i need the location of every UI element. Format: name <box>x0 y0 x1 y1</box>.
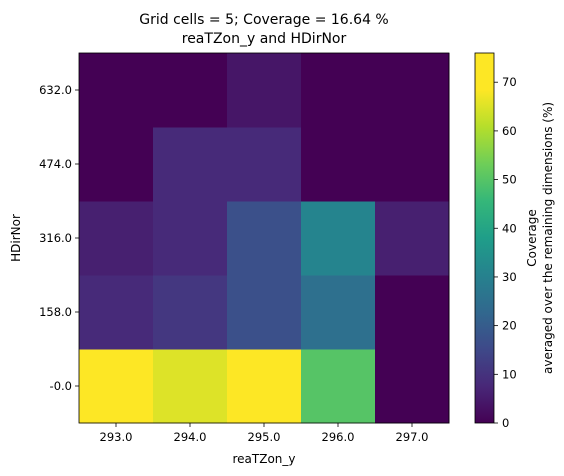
heatmap-cell <box>375 127 450 202</box>
x-tick-label: 297.0 <box>396 430 429 444</box>
heatmap-cell <box>375 53 450 128</box>
heatmap-cell <box>153 201 228 276</box>
heatmap-cell <box>227 201 302 276</box>
heatmap-cell <box>301 349 376 424</box>
colorbar-tick-label: 20 <box>502 319 517 333</box>
x-axis: 293.0 294.0 295.0 296.0 297.0 <box>100 423 429 444</box>
colorbar-label-line2: averaged over the remaining dimensions (… <box>541 102 555 374</box>
colorbar-label-line1: Coverage <box>525 209 539 267</box>
colorbar-tick-label: 30 <box>502 270 517 284</box>
heatmap-cell <box>375 275 450 350</box>
y-tick-label: 316.0 <box>39 231 72 245</box>
heatmap-cell <box>153 53 228 128</box>
chart-subtitle: reaTZon_y and HDirNor <box>182 31 347 47</box>
y-tick-label: 158.0 <box>39 305 72 319</box>
y-tick-label: -0.0 <box>50 379 72 393</box>
colorbar-tick-label: 70 <box>502 75 517 89</box>
colorbar-tick-label: 10 <box>502 367 517 381</box>
heatmap-cell <box>79 201 154 276</box>
heatmap-cell <box>375 349 450 424</box>
y-axis-label: HDirNor <box>9 214 23 262</box>
heatmap-cell <box>79 349 154 424</box>
y-tick-label: 474.0 <box>39 157 72 171</box>
heatmap-cell <box>301 275 376 350</box>
y-tick-label: 632.0 <box>39 83 72 97</box>
heatmap-cell <box>301 127 376 202</box>
y-axis: -0.0 158.0 316.0 474.0 632.0 <box>39 83 79 393</box>
colorbar-axis: 0 10 20 30 40 50 60 70 <box>494 75 517 430</box>
colorbar-tick-label: 50 <box>502 173 517 187</box>
heatmap-cell <box>227 349 302 424</box>
colorbar-tick-label: 40 <box>502 221 517 235</box>
x-tick-label: 296.0 <box>322 430 355 444</box>
heatmap-cell <box>153 349 228 424</box>
heatmap-cell <box>375 201 450 276</box>
chart-title: Grid cells = 5; Coverage = 16.64 % <box>139 12 388 28</box>
heatmap-cells <box>79 53 450 424</box>
x-axis-label: reaTZon_y <box>232 452 295 466</box>
heatmap-cell <box>79 275 154 350</box>
colorbar <box>475 53 494 423</box>
heatmap-cell <box>301 201 376 276</box>
heatmap-cell <box>79 53 154 128</box>
x-tick-label: 294.0 <box>174 430 207 444</box>
heatmap-cell <box>227 127 302 202</box>
colorbar-tick-label: 60 <box>502 124 517 138</box>
x-tick-label: 293.0 <box>100 430 133 444</box>
heatmap-cell <box>153 127 228 202</box>
heatmap-cell <box>227 53 302 128</box>
heatmap-cell <box>79 127 154 202</box>
colorbar-tick-label: 0 <box>502 416 509 430</box>
heatmap-cell <box>301 53 376 128</box>
heatmap-cell <box>227 275 302 350</box>
x-tick-label: 295.0 <box>248 430 281 444</box>
heatmap-cell <box>153 275 228 350</box>
